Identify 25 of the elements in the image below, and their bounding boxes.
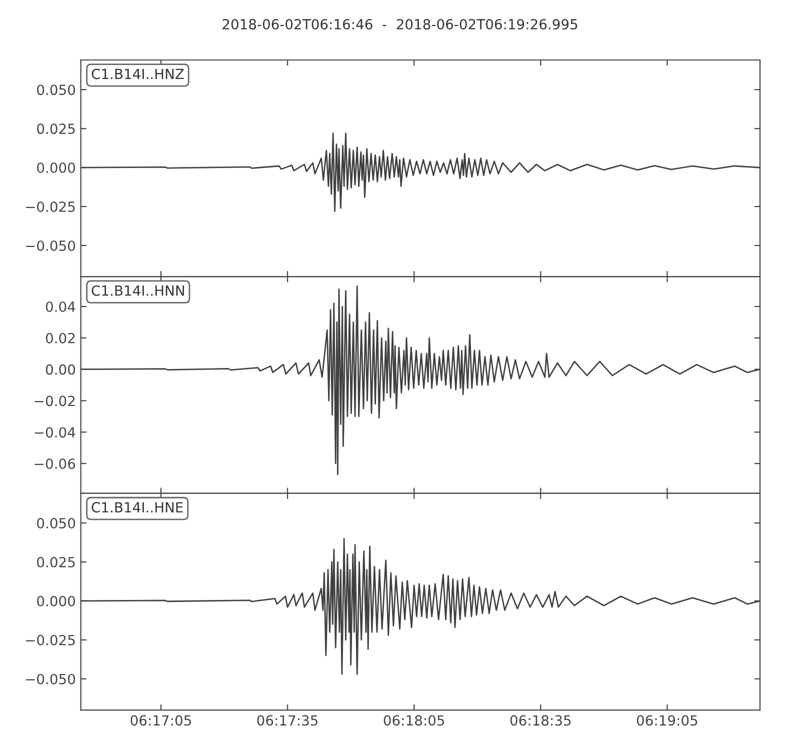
annotation: C1.B14I..HNZ [92, 68, 184, 80]
chart-title: 2018-06-02T06:16:46 - 2018-06-02T06:19:26.995 [222, 18, 578, 30]
y-tick-label: 0.02 [46, 332, 75, 344]
y-tick-label: −0.06 [34, 458, 76, 469]
y-tick-label: 0.00 [46, 364, 76, 375]
y-tick-label: 0.050 [37, 84, 76, 96]
y-tick-label: −0.025 [26, 634, 75, 646]
y-tick-label: 0.000 [37, 596, 76, 606]
y-tick-label: 0.04 [46, 301, 76, 312]
x-tick-label: 06:19:05 [636, 715, 698, 726]
y-tick-label: −0.04 [34, 427, 76, 438]
y-tick-label: 0.050 [37, 518, 76, 528]
x-tick-label: 06:17:35 [257, 715, 318, 726]
y-tick-label: 0.000 [37, 162, 76, 174]
annotation: C1.B14I..HNE [92, 502, 183, 513]
y-tick-label: −0.025 [26, 201, 75, 212]
x-tick-label: 06:18:05 [384, 715, 444, 726]
y-tick-label: −0.050 [26, 674, 76, 684]
y-tick-label: 0.025 [37, 556, 75, 568]
annotation: C1.B14I..HNN [92, 285, 184, 296]
x-tick-label: 06:18:35 [510, 715, 571, 726]
y-tick-label: −0.050 [26, 240, 76, 251]
y-tick-label: 0.025 [37, 124, 75, 134]
y-tick-label: −0.02 [34, 396, 75, 406]
x-tick-label: 06:17:05 [130, 715, 191, 726]
